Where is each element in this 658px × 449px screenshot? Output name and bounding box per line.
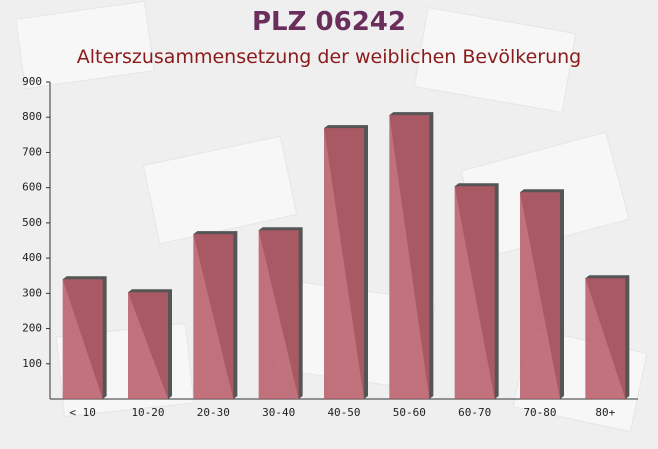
- y-tick-label: 500: [22, 216, 42, 229]
- bar: [389, 115, 430, 399]
- bar: [62, 279, 103, 399]
- x-tick-label: 40-50: [327, 406, 360, 419]
- bar: [128, 292, 168, 399]
- y-tick-label: 100: [22, 357, 42, 370]
- x-tick-label: < 10: [69, 406, 96, 419]
- y-tick-label: 200: [22, 322, 42, 335]
- x-tick-label: 60-70: [458, 406, 491, 419]
- bar: [324, 128, 364, 399]
- y-tick-label: 800: [22, 110, 42, 123]
- y-tick-label: 900: [22, 75, 42, 88]
- x-tick-label: 50-60: [393, 406, 426, 419]
- y-tick-label: 400: [22, 251, 42, 264]
- x-tick-label: 20-30: [197, 406, 230, 419]
- bar: [193, 234, 234, 399]
- bar: [454, 186, 495, 399]
- x-tick-label: 80+: [595, 406, 615, 419]
- chart-subtitle: Alterszusammensetzung der weiblichen Bev…: [77, 46, 581, 68]
- x-tick-label: 30-40: [262, 406, 295, 419]
- chart-title: PLZ 06242: [252, 7, 406, 37]
- y-tick-label: 600: [22, 181, 42, 194]
- x-tick-label: 70-80: [523, 406, 556, 419]
- bar: [585, 278, 626, 399]
- y-tick-label: 700: [22, 145, 42, 158]
- y-tick-label: 300: [22, 286, 42, 299]
- bar: [520, 192, 560, 399]
- x-tick-label: 10-20: [131, 406, 164, 419]
- bar: [258, 230, 299, 399]
